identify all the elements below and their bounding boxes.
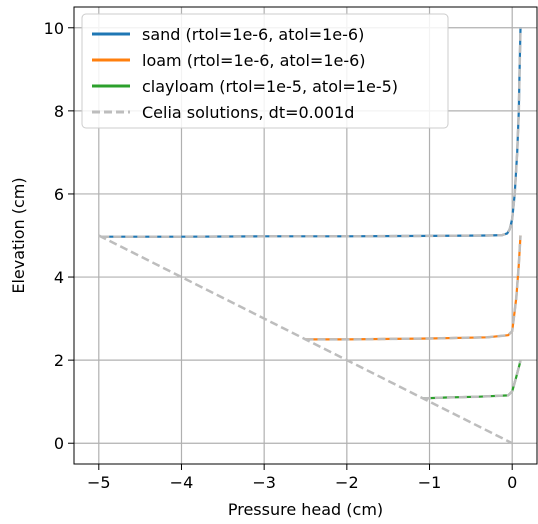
y-tick-label: 0 [54,434,64,453]
x-axis: −5 −4 −3 −2 −1 0 [87,464,517,492]
legend-label: clayloam (rtol=1e-5, atol=1e-5) [142,77,398,96]
x-axis-title: Pressure head (cm) [228,500,383,519]
x-tick-label: 0 [507,473,517,492]
legend-label: sand (rtol=1e-6, atol=1e-6) [142,25,364,44]
legend-box [81,13,449,129]
x-tick-label: −1 [418,473,442,492]
legend-label: Celia solutions, dt=0.001d [142,103,354,122]
plot-lines [98,27,522,445]
x-tick-label: −4 [170,473,194,492]
series-line-3 [422,359,522,400]
y-tick-label: 2 [54,351,64,370]
y-tick-label: 10 [44,19,64,38]
x-tick-label: −2 [335,473,359,492]
series-line-3 [101,27,522,238]
series-line-3 [98,234,513,445]
series-line-3 [305,235,522,341]
legend: sand (rtol=1e-6, atol=1e-6) loam (rtol=1e… [81,13,449,129]
y-axis-title: Elevation (cm) [9,177,28,293]
y-tick-label: 4 [54,268,64,287]
y-tick-label: 6 [54,185,64,204]
x-tick-label: −5 [87,473,111,492]
y-axis: 0 2 4 6 8 10 [44,19,74,453]
legend-label: loam (rtol=1e-6, atol=1e-6) [142,51,366,70]
x-tick-label: −3 [252,473,276,492]
axes-frame [73,6,538,465]
y-tick-label: 8 [54,102,64,121]
